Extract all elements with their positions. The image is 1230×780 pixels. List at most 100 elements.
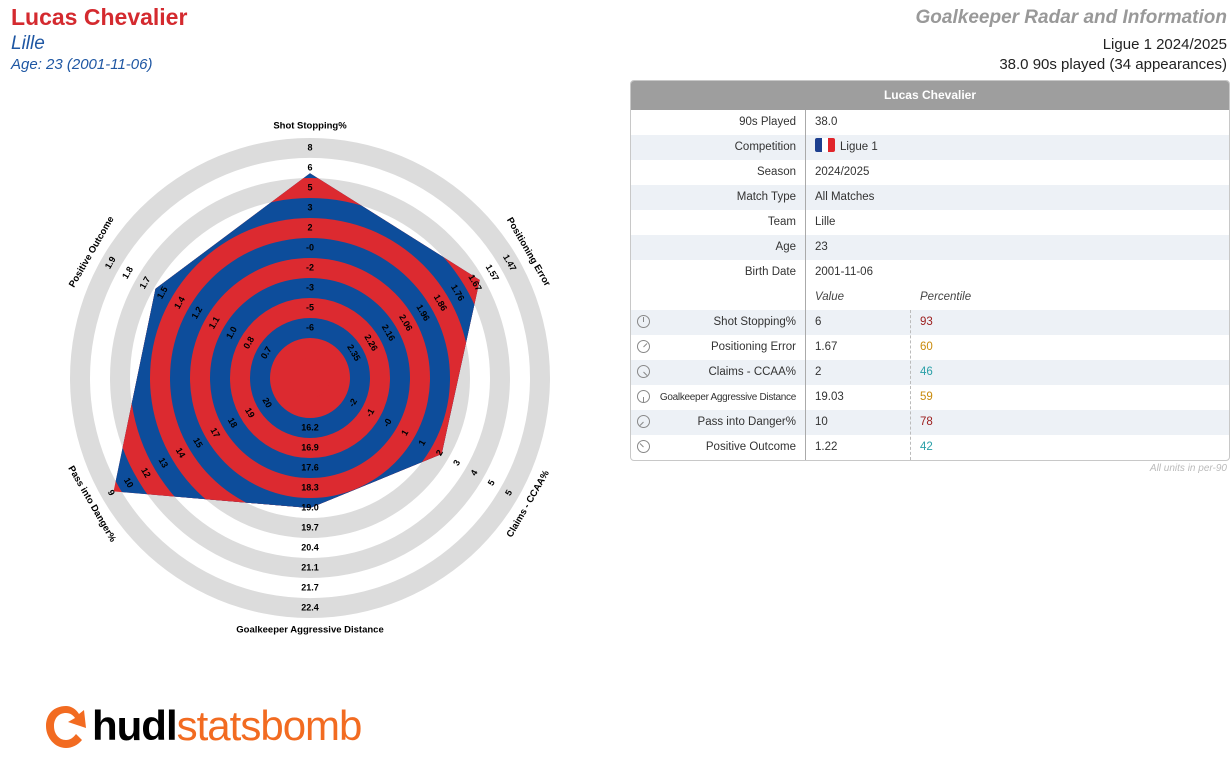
played-line: 38.0 90s played (34 appearances) xyxy=(999,56,1227,73)
table-row: Shot Stopping% 6 93 xyxy=(631,310,1229,335)
row-value: 23 xyxy=(815,235,828,260)
gauge-icon xyxy=(637,390,650,403)
tick-label: 1 xyxy=(399,428,410,437)
tick-label: 2 xyxy=(307,222,312,232)
row-value: Ligue 1 xyxy=(815,135,878,160)
table-row: Positive Outcome 1.22 42 xyxy=(631,435,1229,460)
stat-rows: Shot Stopping% 6 93 Positioning Error 1.67 60… xyxy=(631,310,1229,460)
stat-value: 10 xyxy=(815,416,828,428)
tick-label: 17.6 xyxy=(301,462,319,472)
stat-percentile: 60 xyxy=(920,341,933,353)
axis-label: Goalkeeper Aggressive Distance xyxy=(236,625,384,636)
age-line: Age: 23 (2001-11-06) xyxy=(11,56,153,73)
tick-label: 21.7 xyxy=(301,582,319,592)
gauge-icon xyxy=(637,415,650,428)
row-label: Competition xyxy=(734,141,796,153)
table-row: Birth Date 2001-11-06 xyxy=(631,260,1229,285)
stat-label: Shot Stopping% xyxy=(713,316,796,328)
tick-label: 18 xyxy=(226,416,240,430)
tick-label: 19.0 xyxy=(301,502,319,512)
row-label: Match Type xyxy=(736,191,796,203)
tick-label: 10 xyxy=(122,476,136,490)
competition-season: Ligue 1 2024/2025 xyxy=(1102,36,1227,53)
tick-label: 5 xyxy=(503,488,514,497)
stat-value: 1.67 xyxy=(815,341,838,353)
stat-percentile: 59 xyxy=(920,391,933,403)
row-value-text: All Matches xyxy=(815,191,875,203)
tick-label: 18.3 xyxy=(301,482,319,492)
table-row: Pass into Danger% 10 78 xyxy=(631,410,1229,435)
percentile-divider xyxy=(910,310,911,460)
logo-hudl: hudl xyxy=(92,702,178,749)
table-row: Match Type All Matches xyxy=(631,185,1229,210)
tick-label: 5 xyxy=(307,182,312,192)
gauge-icon xyxy=(637,440,650,453)
table-row: Season 2024/2025 xyxy=(631,160,1229,185)
tick-label: -2 xyxy=(346,397,359,409)
france-flag-icon xyxy=(815,138,835,152)
info-table: Lucas Chevalier 90s Played 38.0 Competitio… xyxy=(630,80,1230,461)
tick-label: 16.2 xyxy=(301,422,319,432)
stats-header-row: Value Percentile xyxy=(631,285,1229,310)
row-value-text: 38.0 xyxy=(815,116,838,128)
table-row: Age 23 xyxy=(631,235,1229,260)
tick-label: 15 xyxy=(191,436,205,450)
tick-label: -6 xyxy=(306,322,314,332)
value-header: Value xyxy=(815,291,844,303)
logo-wordmark: hudlstatsbomb xyxy=(92,702,362,750)
tick-label: 8 xyxy=(307,142,312,152)
tick-label: 19.7 xyxy=(301,522,319,532)
tick-label: 1.57 xyxy=(484,263,501,283)
table-row: Team Lille xyxy=(631,210,1229,235)
row-value-text: 23 xyxy=(815,241,828,253)
row-value-text: Ligue 1 xyxy=(840,141,878,153)
stat-label: Positive Outcome xyxy=(705,441,796,453)
tick-label: 12 xyxy=(139,466,153,480)
player-name: Lucas Chevalier xyxy=(11,4,188,30)
tick-label: -3 xyxy=(306,282,314,292)
row-value: 2001-11-06 xyxy=(815,260,873,285)
tick-label: 3 xyxy=(451,458,462,467)
tick-label: 22.4 xyxy=(301,602,319,612)
tick-label: 14 xyxy=(174,446,188,460)
tick-label: 6 xyxy=(307,162,312,172)
table-row: 90s Played 38.0 xyxy=(631,110,1229,135)
stat-value: 19.03 xyxy=(815,391,844,403)
tick-label: 3 xyxy=(307,202,312,212)
tick-label: 16.9 xyxy=(301,442,319,452)
tick-label: 1 xyxy=(416,438,427,447)
team-name: Lille xyxy=(11,33,45,54)
stat-label: Pass into Danger% xyxy=(697,416,796,428)
stat-label: Claims - CCAA% xyxy=(708,366,796,378)
tick-label: 1.8 xyxy=(120,265,135,281)
table-row: Claims - CCAA% 2 46 xyxy=(631,360,1229,385)
row-value-text: 2001-11-06 xyxy=(815,266,873,278)
row-label: Season xyxy=(756,166,796,178)
info-rows: 90s Played 38.0 Competition Ligue 1 Season 20… xyxy=(631,110,1229,285)
row-value-text: 2024/2025 xyxy=(815,166,870,178)
tick-label: -0 xyxy=(306,242,314,252)
tick-label: 2 xyxy=(434,448,445,457)
row-label: Age xyxy=(775,241,796,253)
tick-label: 5 xyxy=(486,478,497,487)
percentile-header: Percentile xyxy=(920,291,972,303)
units-footnote: All units in per-90 xyxy=(1149,463,1227,474)
stat-value: 1.22 xyxy=(815,441,838,453)
tick-label: 20.4 xyxy=(301,542,319,552)
row-label: Birth Date xyxy=(744,266,796,278)
stat-percentile: 93 xyxy=(920,316,933,328)
table-row: Goalkeeper Aggressive Distance 19.03 59 xyxy=(631,385,1229,410)
stat-label: Goalkeeper Aggressive Distance xyxy=(659,392,796,403)
stat-value: 6 xyxy=(815,316,822,328)
row-value: All Matches xyxy=(815,185,874,210)
tick-label: 4 xyxy=(468,468,479,477)
tick-label: -5 xyxy=(306,302,314,312)
gauge-icon xyxy=(637,340,650,353)
axis-label: Shot Stopping% xyxy=(273,121,347,132)
tick-label: 19 xyxy=(243,406,257,420)
row-value: 38.0 xyxy=(815,110,837,135)
statsbomb-logo-icon xyxy=(46,706,86,748)
tick-label: -1 xyxy=(364,407,377,419)
stat-percentile: 78 xyxy=(920,416,933,428)
